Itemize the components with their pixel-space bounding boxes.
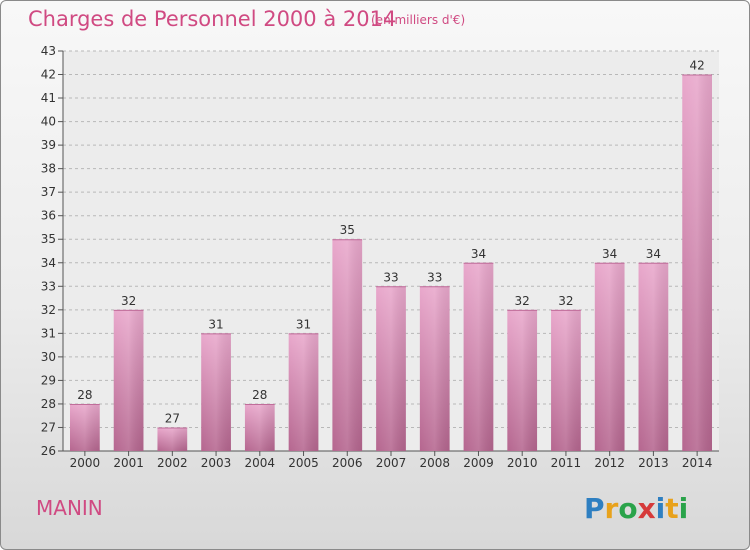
y-tick-label: 37: [41, 185, 56, 199]
y-tick-label: 26: [41, 444, 56, 458]
bar-value-label: 34: [602, 247, 617, 261]
bar-shade: [463, 262, 494, 451]
y-tick-label: 34: [41, 256, 56, 270]
y-tick-label: 27: [41, 420, 56, 434]
bar-shade: [419, 286, 450, 451]
y-tick-label: 31: [41, 326, 56, 340]
bar-shade: [113, 309, 144, 451]
x-tick-label: 2009: [463, 456, 494, 470]
bar-value-label: 34: [646, 247, 661, 261]
bar-value-label: 42: [689, 59, 704, 73]
x-tick-label: 2002: [157, 456, 188, 470]
bar-value-label: 27: [165, 411, 180, 425]
y-tick-label: 30: [41, 350, 56, 364]
bar-shade: [507, 309, 538, 451]
bars: [69, 74, 713, 451]
x-tick-label: 2005: [288, 456, 319, 470]
x-tick-label: 2001: [113, 456, 144, 470]
bar-shade: [288, 333, 319, 451]
bar-shade: [69, 403, 100, 451]
bar-shade: [201, 333, 231, 451]
bar-shade: [594, 262, 625, 451]
bar-shade: [157, 427, 188, 451]
x-tick-label: 2011: [551, 456, 582, 470]
bar-value-label: 31: [296, 317, 311, 331]
bar-shade: [376, 286, 406, 451]
bar-shade: [244, 403, 275, 451]
y-tick-label: 38: [41, 162, 56, 176]
y-tick-label: 41: [41, 91, 56, 105]
bar-value-label: 28: [252, 388, 267, 402]
x-tick-label: 2004: [245, 456, 276, 470]
svg-text:Proxiti: Proxiti: [584, 492, 688, 525]
x-tick-label: 2008: [419, 456, 450, 470]
bar-value-label: 32: [515, 294, 530, 308]
bar-value-label: 32: [121, 294, 136, 308]
bar-shade: [638, 262, 669, 451]
y-tick-label: 40: [41, 115, 56, 129]
x-tick-label: 2014: [682, 456, 713, 470]
data-labels: 28 32 27 31 28 31 35 33 33 34 32 32 34 34 42: [77, 59, 705, 426]
y-tick-label: 33: [41, 279, 56, 293]
x-tick-label: 2013: [638, 456, 669, 470]
bar-value-label: 33: [383, 270, 398, 284]
bar-value-label: 35: [340, 223, 355, 237]
chart-subtitle: (en milliers d'€): [371, 13, 466, 27]
x-tick-label: 2000: [70, 456, 101, 470]
x-tick-label: 2006: [332, 456, 363, 470]
y-tick-label: 43: [41, 44, 56, 58]
y-tick-label: 35: [41, 232, 56, 246]
bar-value-label: 28: [77, 388, 92, 402]
x-tick-label: 2010: [507, 456, 538, 470]
y-tick-label: 42: [41, 68, 56, 82]
y-tick-label: 32: [41, 303, 56, 317]
bar-shade: [551, 309, 581, 451]
bar-value-label: 34: [471, 247, 486, 261]
y-tick-label: 28: [41, 397, 56, 411]
bar-shade: [332, 239, 363, 451]
commune-name: MANIN: [36, 496, 103, 520]
bar-value-label: 33: [427, 270, 442, 284]
y-tick-label: 39: [41, 138, 56, 152]
y-tick-label: 29: [41, 373, 56, 387]
bar-value-label: 31: [208, 317, 223, 331]
y-tick-label: 36: [41, 209, 56, 223]
axes: 26 27 28 29 30 31 32 33 34 35 36 37 38 39 40 41 42 43 2000…: [41, 44, 719, 470]
bar-value-label: 32: [558, 294, 573, 308]
bar-shade: [682, 74, 713, 451]
x-tick-label: 2007: [376, 456, 407, 470]
x-tick-label: 2012: [594, 456, 625, 470]
x-tick-label: 2003: [201, 456, 232, 470]
proxiti-logo: Proxiti: [584, 492, 688, 525]
chart-title: Charges de Personnel 2000 à 2014: [28, 7, 397, 31]
